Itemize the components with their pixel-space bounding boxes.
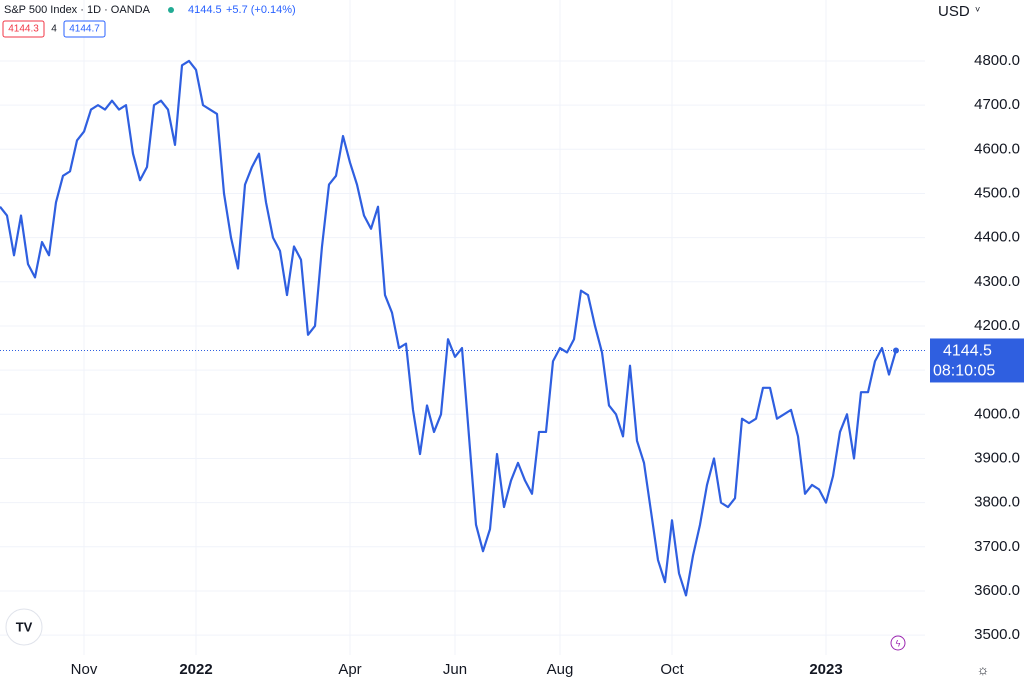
x-tick-label: Aug (547, 661, 574, 678)
y-tick-label: 3800.0 (974, 494, 1020, 511)
y-tick-label: 4600.0 (974, 140, 1020, 157)
x-tick-label: Apr (338, 661, 361, 678)
spread: 4 (51, 24, 57, 35)
y-tick-label: 3900.0 (974, 449, 1020, 466)
y-tick-label: 4500.0 (974, 184, 1020, 201)
y-tick-label: 3600.0 (974, 582, 1020, 599)
y-tick-label: 3700.0 (974, 538, 1020, 555)
settings-icon[interactable]: ☼ (977, 662, 990, 678)
x-tick-label: Jun (443, 661, 467, 678)
y-tick-label: 4000.0 (974, 405, 1020, 422)
chart-title: S&P 500 Index · 1D · OANDA (4, 4, 151, 16)
bid: 4144.3 (8, 24, 39, 35)
last-point (893, 347, 899, 354)
x-tick-label: Oct (660, 661, 684, 678)
ask-box (63, 20, 106, 38)
bid-box (2, 20, 45, 38)
x-tick-label: 2023 (809, 661, 842, 678)
price-tag (930, 338, 1024, 383)
price-line (0, 59, 898, 597)
status-dot (168, 7, 174, 13)
y-tick-label: 4700.0 (974, 96, 1020, 113)
currency[interactable]: USD (938, 3, 970, 20)
y-tick-label: 4200.0 (974, 317, 1020, 334)
y-tick-label: 4800.0 (974, 52, 1020, 69)
x-tick-label: Nov (71, 661, 98, 678)
events-icon-glyph: ϟ (896, 638, 901, 648)
currency-caret[interactable]: ˅ (975, 4, 980, 14)
y-tick-label: 4400.0 (974, 229, 1020, 246)
grid (0, 0, 925, 655)
y-tick-label: 4300.0 (974, 273, 1020, 290)
tv-logo: TV (5, 608, 43, 646)
header-change: +5.7 (+0.14%) (226, 4, 296, 16)
y-tick-label: 3500.0 (974, 626, 1020, 643)
events-icon[interactable] (890, 635, 906, 651)
x-tick-label: 2022 (179, 661, 212, 678)
price-tag-countdown: 08:10:05 (933, 363, 995, 380)
header-price: 4144.5 (188, 4, 222, 16)
ask: 4144.7 (69, 24, 100, 35)
svg-text:TV: TV (16, 619, 33, 634)
price-tag-value: 4144.5 (943, 343, 992, 360)
